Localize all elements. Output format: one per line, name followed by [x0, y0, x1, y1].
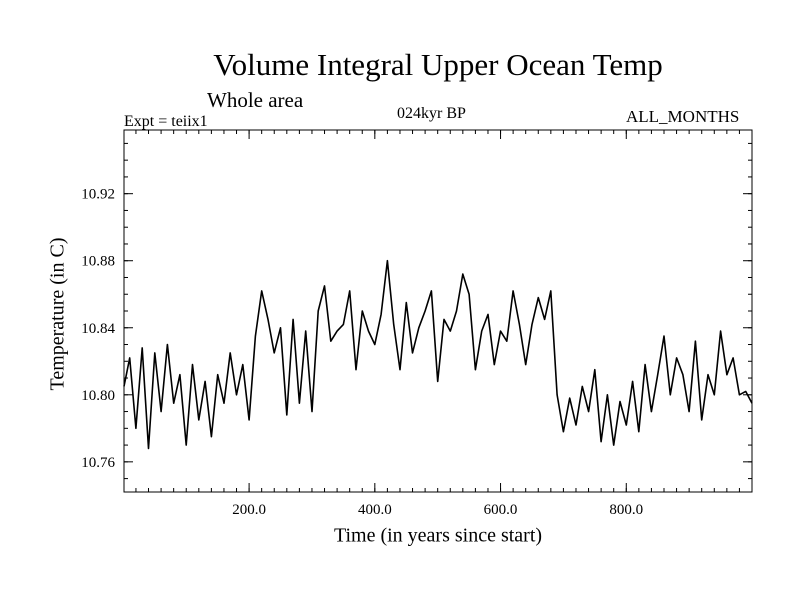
temperature-series-line: [123, 259, 753, 450]
y-tick-label: 10.80: [81, 388, 115, 404]
chart-title: Volume Integral Upper Ocean Temp: [213, 47, 663, 82]
experiment-label: Expt = teiix1: [124, 113, 208, 130]
chart-subtitle: Whole area: [207, 88, 304, 112]
y-tick-label: 10.88: [81, 254, 115, 270]
y-tick-label: 10.84: [81, 321, 115, 337]
x-axis-label: Time (in years since start): [333, 524, 543, 547]
x-tick-label: 400.0: [358, 502, 392, 518]
y-tick-label: 10.76: [81, 455, 115, 471]
axis-ticks: 200.0 400.0 600.0 800.0 10.76 10.80 10.84 10.88…: [81, 130, 752, 518]
months-label: ALL_MONTHS: [626, 107, 740, 126]
x-tick-label: 600.0: [484, 502, 518, 518]
epoch-label: 024kyr BP: [397, 105, 466, 122]
plot-frame: [123, 129, 753, 493]
y-tick-label: 10.92: [81, 187, 115, 203]
x-tick-label: 200.0: [232, 502, 266, 518]
series-group: [123, 259, 753, 450]
x-tick-label: 800.0: [609, 502, 643, 518]
